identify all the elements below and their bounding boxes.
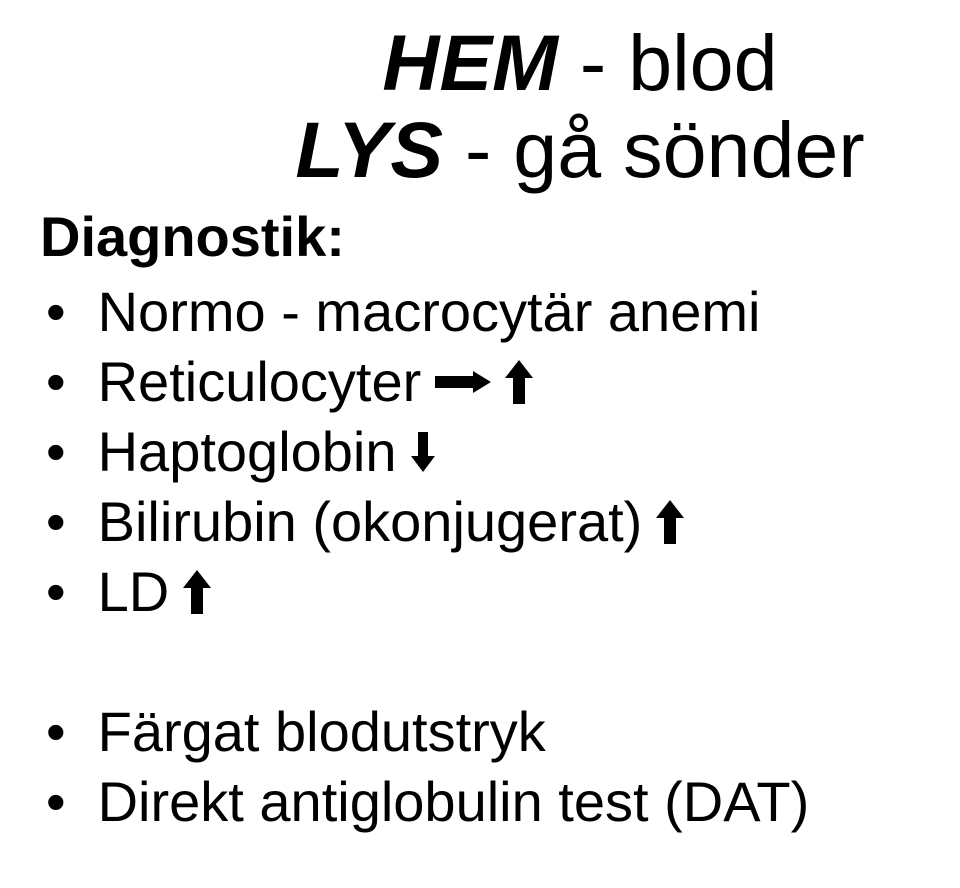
arrow-up-icon — [656, 500, 684, 544]
bullet-list-1: Normo - macrocytär anemiReticulocyter Ha… — [46, 277, 920, 627]
title-block: HEM - blod LYS - gå sönder — [240, 20, 920, 194]
list-item-text: Normo - macrocytär anemi — [98, 277, 761, 347]
list-item-text: Reticulocyter — [98, 347, 422, 417]
arrow-right-icon — [435, 371, 491, 393]
list-item: Reticulocyter — [46, 347, 920, 417]
list-item-text: LD — [98, 557, 170, 627]
list-item-text: Haptoglobin — [98, 417, 397, 487]
list-item: Haptoglobin — [46, 417, 920, 487]
bullet-list-2: Färgat blodutstrykDirekt antiglobulin te… — [46, 697, 920, 837]
list-item: Normo - macrocytär anemi — [46, 277, 920, 347]
list-item-text: Direkt antiglobulin test (DAT) — [98, 767, 810, 837]
arrow-down-icon — [411, 432, 435, 472]
title-line-1: HEM - blod — [240, 20, 920, 107]
title-sonder: - gå sönder — [443, 105, 865, 194]
section-label: Diagnostik: — [40, 204, 920, 269]
arrow-up-icon — [505, 360, 533, 404]
list-item-text: Färgat blodutstryk — [98, 697, 546, 767]
title-blod: - blod — [558, 18, 778, 107]
title-hem: HEM — [382, 18, 558, 107]
list-item-text: Bilirubin (okonjugerat) — [98, 487, 643, 557]
list-item: LD — [46, 557, 920, 627]
list-item: Färgat blodutstryk — [46, 697, 920, 767]
arrow-up-icon — [183, 570, 211, 614]
list-item: Direkt antiglobulin test (DAT) — [46, 767, 920, 837]
list-item: Bilirubin (okonjugerat) — [46, 487, 920, 557]
title-line-2: LYS - gå sönder — [240, 107, 920, 194]
title-lys: LYS — [295, 105, 443, 194]
spacer — [40, 627, 920, 697]
